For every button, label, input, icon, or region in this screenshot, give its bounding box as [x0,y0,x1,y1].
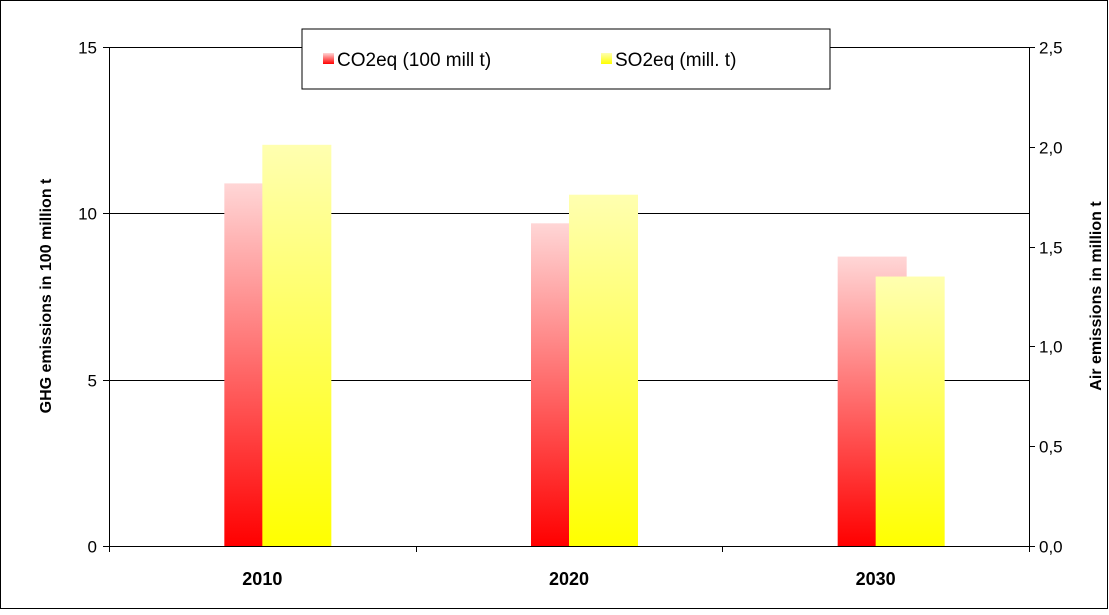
legend-label-so2: SO2eq (mill. t) [615,50,736,71]
right-tick-label: 1,5 [1039,239,1063,258]
right-tick-label: 2,0 [1039,139,1063,158]
right-tick-label: 2,5 [1039,39,1063,58]
legend-swatch-co2 [323,53,334,64]
legend-label-co2: CO2eq (100 mill t) [337,50,491,71]
x-tick-label: 2030 [856,569,896,589]
right-tick-label: 1,0 [1039,338,1063,357]
legend-swatch-so2 [601,53,612,64]
legend-box [301,28,831,90]
right-axis-title: Air emissions in million t [1088,201,1105,391]
left-tick-label: 10 [78,205,97,224]
x-tick-label: 2010 [242,569,282,589]
left-tick-label: 0 [88,538,97,557]
right-tick-label: 0,0 [1039,538,1063,557]
axes [103,47,1035,552]
tick-labels: 2010 2020 2030 0 5 10 15 0,0 0,5 1,0 1,5 2,0 2,5 [78,39,1063,590]
left-axis-title: GHG emissions in 100 million t [38,178,55,413]
x-tick-label: 2020 [549,569,589,589]
bar-so2-2030 [875,276,945,546]
left-tick-label: 15 [78,39,97,58]
left-tick-label: 5 [88,372,97,391]
right-tick-label: 0,5 [1039,438,1063,457]
bar-so2-2020 [569,194,638,547]
bar-so2-2010 [262,144,332,546]
bars [224,144,945,547]
legend: CO2eq (100 mill t) SO2eq (mill. t) [301,28,831,90]
